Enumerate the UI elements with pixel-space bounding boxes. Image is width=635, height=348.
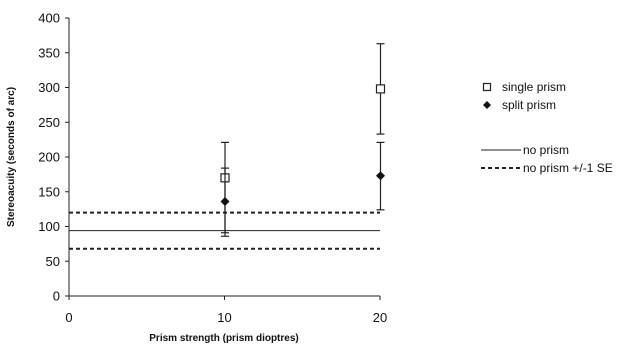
y-axis-title: Stereoacuity (seconds of arc)	[6, 87, 17, 227]
y-tick-label: 350	[38, 45, 60, 60]
x-tick-label: 20	[373, 310, 387, 325]
single-prism-point	[375, 84, 386, 94]
y-tick-label: 50	[46, 254, 60, 269]
data-points	[220, 43, 386, 237]
x-tick-label: 10	[217, 310, 231, 325]
y-ticks: 0 50 100 150 200 250 300 350 400	[38, 11, 69, 304]
y-tick-label: 250	[38, 115, 60, 130]
legend-label-split-prism: split prism	[502, 98, 556, 112]
split-prism-point	[220, 196, 230, 206]
x-axis-title: Prism strength (prism dioptres)	[149, 333, 298, 344]
x-ticks: 0 10 20	[65, 296, 387, 325]
split-prism-point	[376, 171, 385, 181]
y-tick-label: 200	[38, 150, 60, 165]
legend-label-single-prism: single prism	[502, 80, 566, 94]
legend-marker-single-prism	[482, 82, 492, 92]
y-tick-label: 300	[38, 80, 60, 95]
y-tick-label: 400	[38, 11, 60, 26]
x-tick-label: 0	[65, 310, 72, 325]
y-tick-label: 0	[53, 289, 60, 304]
legend-label-no-prism-se: no prism +/-1 SE	[523, 161, 613, 175]
y-tick-label: 150	[38, 184, 60, 199]
legend-marker-split-prism	[483, 101, 491, 109]
legend-label-no-prism: no prism	[523, 143, 569, 157]
y-tick-label: 100	[38, 219, 60, 234]
legend: single prism split prism no prism no pri…	[481, 80, 613, 175]
